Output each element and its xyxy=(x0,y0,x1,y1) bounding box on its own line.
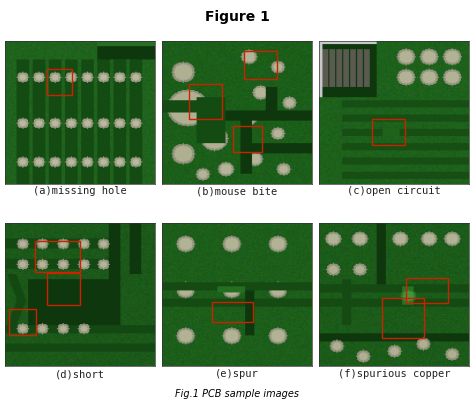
Bar xyxy=(233,127,263,152)
X-axis label: (c)open circuit: (c)open circuit xyxy=(347,186,441,196)
Bar xyxy=(35,241,80,272)
X-axis label: (b)mouse bite: (b)mouse bite xyxy=(196,186,278,196)
Bar xyxy=(406,278,448,304)
X-axis label: (f)spurious copper: (f)spurious copper xyxy=(338,369,451,379)
X-axis label: (a)missing hole: (a)missing hole xyxy=(33,186,127,196)
X-axis label: (e)spur: (e)spur xyxy=(215,369,259,379)
Text: Figure 1: Figure 1 xyxy=(205,10,269,24)
Bar xyxy=(211,302,254,322)
Bar xyxy=(47,274,80,305)
Bar xyxy=(189,83,222,119)
Bar xyxy=(383,298,424,338)
Bar xyxy=(9,309,36,335)
Text: Fig.1 PCB sample images: Fig.1 PCB sample images xyxy=(175,389,299,399)
X-axis label: (d)short: (d)short xyxy=(55,369,105,379)
Bar xyxy=(47,69,72,95)
Bar xyxy=(372,119,405,145)
Bar xyxy=(245,51,277,79)
